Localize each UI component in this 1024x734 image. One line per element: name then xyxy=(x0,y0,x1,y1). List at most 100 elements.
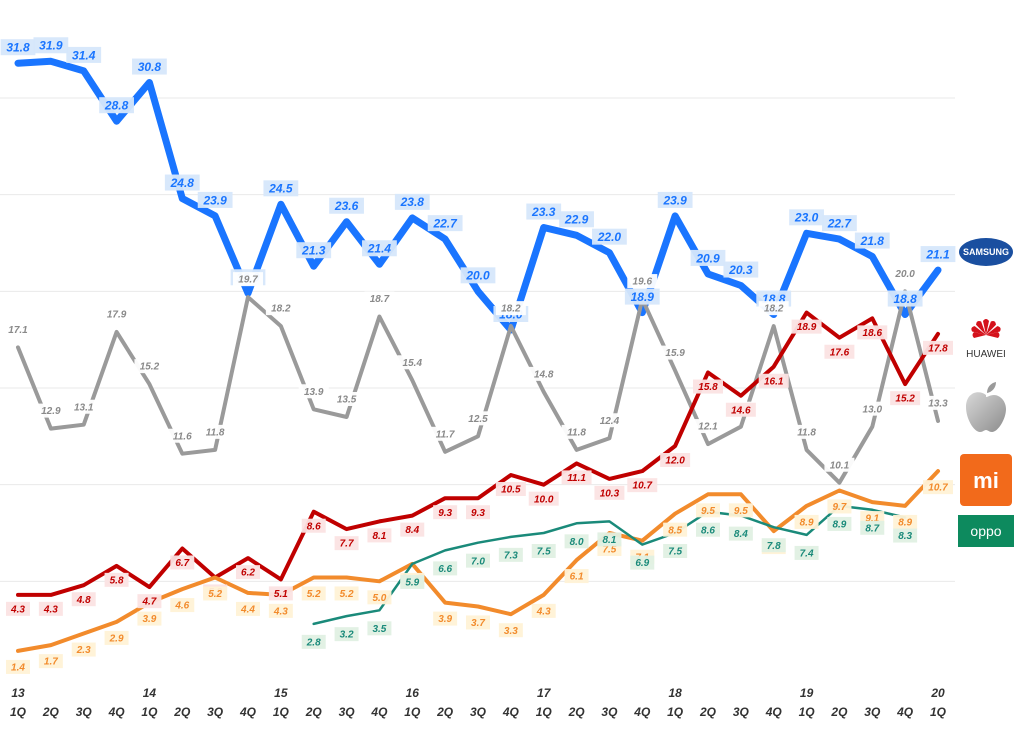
data-label-bg xyxy=(362,240,397,257)
data-label-text: 10.0 xyxy=(534,494,554,505)
data-label-bg xyxy=(854,232,890,249)
data-label-samsung: 24.5 xyxy=(263,180,299,197)
data-label-oppo: 3.2 xyxy=(334,627,359,642)
data-label-bg xyxy=(531,544,556,558)
data-label-bg xyxy=(696,503,720,518)
data-label-bg xyxy=(265,301,296,316)
data-label-apple: 11.8 xyxy=(561,424,592,439)
data-label-samsung: 30.8 xyxy=(132,58,167,75)
data-label-samsung: 23.9 xyxy=(197,191,233,208)
series-line-oppo xyxy=(312,504,907,626)
data-label-text: 1.7 xyxy=(44,657,58,668)
data-label-text: 8.4 xyxy=(734,529,748,540)
tick-quarter: 3Q xyxy=(601,705,618,719)
data-label-bg xyxy=(728,503,753,518)
series-line-samsung xyxy=(14,57,942,334)
data-label-huawei: 4.7 xyxy=(137,594,162,609)
data-label-samsung: 20.0 xyxy=(460,267,496,284)
data-label-text: 2.9 xyxy=(109,634,124,645)
data-label-xiaomi: 4.3 xyxy=(268,603,293,618)
data-label-bg xyxy=(693,379,723,394)
data-label-huawei: 10.0 xyxy=(528,491,559,506)
data-label-bg xyxy=(728,526,753,541)
x-axis-ticks: 13 1Q 2Q 3Q 4Q 14 1Q 2Q 3Q 4Q 15 1Q 2Q 3Q 4Q 16 1Q 2Q 3Q 4Q… xyxy=(10,686,947,719)
data-label-text: 12.4 xyxy=(600,416,620,427)
data-label-text: 8.7 xyxy=(865,523,879,534)
data-label-huawei: 9.3 xyxy=(466,505,490,520)
data-label-text: 23.0 xyxy=(794,211,819,225)
data-label-oppo: 7.5 xyxy=(663,544,688,558)
data-label-huawei: 10.5 xyxy=(495,482,526,496)
data-label-huawei: 17.8 xyxy=(923,340,953,355)
data-label-text: 14.8 xyxy=(534,369,554,380)
data-label-bg xyxy=(526,203,562,220)
data-label-oppo: 8.1 xyxy=(597,532,622,547)
data-label-samsung: 20.9 xyxy=(690,249,726,266)
data-label-text: 8.9 xyxy=(832,520,846,531)
data-label-text: 21.1 xyxy=(925,247,950,261)
data-label-bg xyxy=(663,522,688,537)
tick-year: 15 xyxy=(274,686,288,700)
data-label-text: 7.5 xyxy=(537,547,551,558)
data-label-bg xyxy=(822,215,857,232)
data-label-bg xyxy=(860,520,885,535)
data-label-samsung: 31.4 xyxy=(66,46,102,63)
data-label-xiaomi: 8.9 xyxy=(794,514,819,529)
data-label-bg xyxy=(268,603,293,618)
data-label-text: 13.3 xyxy=(928,398,948,409)
data-label-bg xyxy=(827,516,852,531)
data-label-xiaomi: 3.9 xyxy=(137,611,162,626)
data-label-xiaomi: 1.4 xyxy=(6,659,30,674)
series-lines xyxy=(14,57,942,653)
data-label-samsung: 20.3 xyxy=(723,261,759,278)
data-label-apple: 13.0 xyxy=(857,401,888,416)
data-label-oppo: 2.8 xyxy=(301,634,326,649)
data-label-samsung: 23.6 xyxy=(329,197,364,214)
data-label-bg xyxy=(660,453,691,467)
data-label-apple: 17.1 xyxy=(3,322,33,337)
data-label-text: 10.7 xyxy=(633,481,653,492)
tick-quarter: 4Q xyxy=(896,705,914,719)
data-label-xiaomi: 8.9 xyxy=(893,514,918,529)
data-label-bg xyxy=(594,485,625,500)
data-label-bg xyxy=(203,586,228,601)
data-label-apple: 13.3 xyxy=(923,395,953,410)
data-label-bg xyxy=(466,505,490,520)
data-label-text: 20.3 xyxy=(728,263,753,277)
data-label-bg xyxy=(758,301,789,316)
data-label-bg xyxy=(430,426,461,441)
data-label-apple: 12.5 xyxy=(463,411,493,426)
data-label-xiaomi: 5.2 xyxy=(334,586,359,601)
tick-quarter: 4Q xyxy=(765,705,783,719)
tick-year: 16 xyxy=(406,686,420,700)
data-label-text: 5.2 xyxy=(208,589,222,600)
data-label-text: 31.9 xyxy=(39,39,63,53)
samsung-logo-text: SAMSUNG xyxy=(963,247,1009,257)
data-label-text: 5.0 xyxy=(372,593,386,604)
data-label-samsung: 22.9 xyxy=(559,211,594,228)
data-label-text: 10.1 xyxy=(830,460,850,471)
data-label-xiaomi: 4.6 xyxy=(170,598,195,613)
data-label-bg xyxy=(564,569,589,584)
data-label-text: 23.9 xyxy=(662,193,687,207)
data-label-bg xyxy=(301,586,326,601)
data-label-bg xyxy=(592,228,627,245)
data-label-oppo: 8.3 xyxy=(893,528,918,543)
data-label-bg xyxy=(433,561,458,576)
data-label-xiaomi: 5.0 xyxy=(367,590,392,605)
data-label-bg xyxy=(236,601,260,616)
data-label-huawei: 4.3 xyxy=(6,601,30,616)
data-label-text: 8.4 xyxy=(405,525,419,536)
data-label-bg xyxy=(923,480,953,495)
data-label-bg xyxy=(564,534,589,549)
data-label-text: 22.9 xyxy=(564,213,589,227)
data-label-apple: 13.9 xyxy=(298,384,329,399)
data-label-bg xyxy=(791,319,822,334)
data-label-text: 5.2 xyxy=(307,589,321,600)
data-label-samsung: 22.0 xyxy=(592,228,627,245)
data-label-xiaomi: 3.7 xyxy=(466,615,490,630)
data-label-text: 23.6 xyxy=(334,199,359,213)
data-label-bg xyxy=(71,592,96,607)
data-label-text: 7.3 xyxy=(504,550,518,561)
data-label-text: 22.0 xyxy=(597,230,622,244)
